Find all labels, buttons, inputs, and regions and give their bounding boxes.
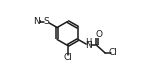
Text: O: O <box>95 31 102 39</box>
Text: Cl: Cl <box>109 48 118 57</box>
Text: N: N <box>34 17 40 26</box>
Text: S: S <box>44 17 50 26</box>
Text: H: H <box>85 38 92 47</box>
Text: Cl: Cl <box>63 53 72 62</box>
Text: N: N <box>85 41 92 50</box>
